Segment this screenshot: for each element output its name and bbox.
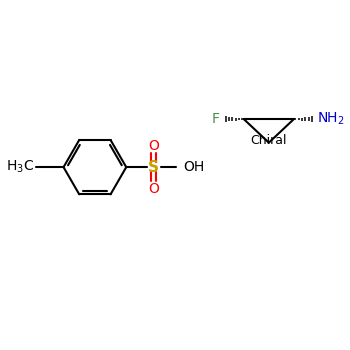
Text: F: F	[211, 112, 219, 126]
Text: O: O	[148, 182, 159, 196]
Text: S: S	[148, 160, 159, 175]
Text: Chiral: Chiral	[250, 134, 287, 147]
Text: H$_3$C: H$_3$C	[6, 159, 34, 175]
Text: O: O	[148, 139, 159, 153]
Text: NH$_2$: NH$_2$	[317, 111, 345, 127]
Text: OH: OH	[183, 160, 204, 174]
